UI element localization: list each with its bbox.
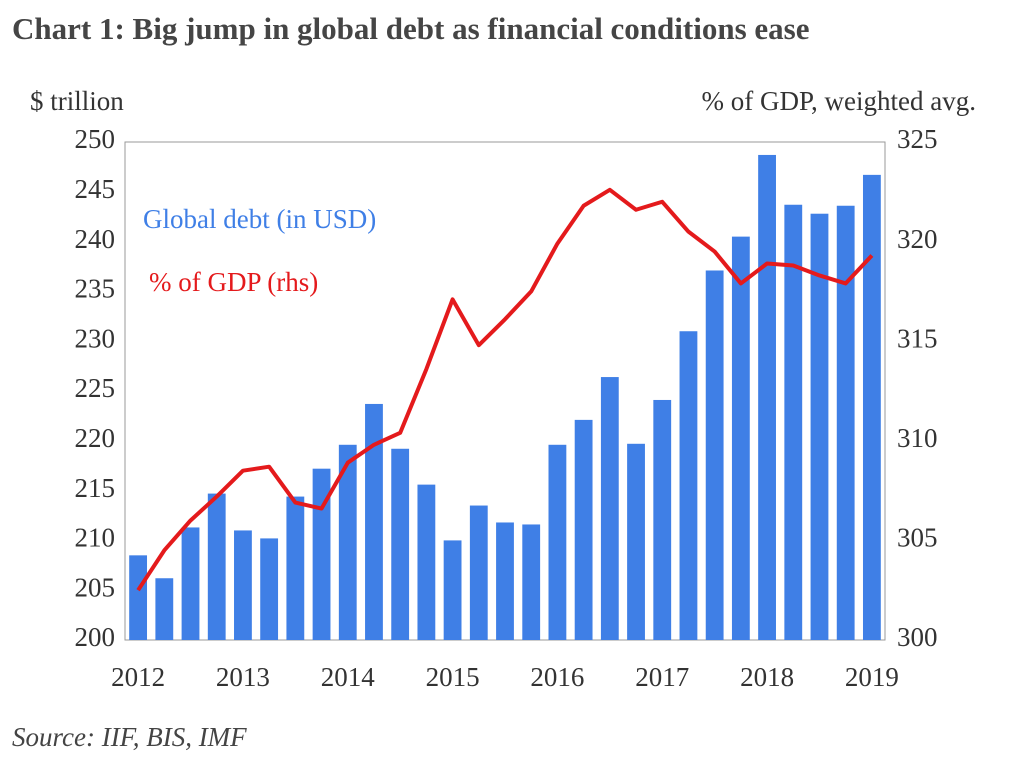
bar — [679, 331, 698, 640]
y-tick-label: 250 — [75, 124, 116, 154]
bar — [522, 524, 541, 640]
bar — [391, 448, 410, 640]
bar — [600, 377, 619, 640]
bar — [365, 403, 383, 640]
bar — [312, 468, 331, 640]
x-tick-label: 2017 — [635, 662, 689, 692]
x-tick-label: 2016 — [530, 662, 584, 692]
bar — [574, 419, 593, 640]
bar — [155, 578, 174, 640]
x-tick-label: 2012 — [111, 662, 165, 692]
y-tick-label: 200 — [75, 622, 116, 652]
y-tick-label: 215 — [75, 473, 116, 503]
y-tick-label: 235 — [75, 274, 116, 304]
bar — [705, 270, 724, 640]
bar — [862, 174, 881, 641]
x-tick-label: 2013 — [216, 662, 270, 692]
bar — [129, 555, 148, 640]
bar — [784, 204, 803, 641]
bar — [496, 522, 514, 640]
y-tick-label: 225 — [75, 373, 116, 403]
x-tick-label: 2015 — [426, 662, 480, 692]
y2-tick-label: 315 — [897, 323, 938, 353]
y-tick-label: 210 — [75, 523, 116, 553]
y2-axis-label: % of GDP, weighted avg. — [702, 86, 976, 116]
y-tick-label: 220 — [75, 423, 116, 453]
bar — [758, 154, 776, 640]
y2-tick-label: 310 — [897, 423, 938, 453]
bar — [417, 484, 436, 640]
x-tick-label: 2014 — [321, 662, 376, 692]
bar — [234, 530, 252, 640]
y-tick-label: 240 — [75, 224, 116, 254]
bar — [731, 236, 750, 640]
y-tick-label: 245 — [75, 174, 116, 204]
y2-tick-label: 325 — [897, 124, 938, 154]
line — [136, 187, 874, 592]
y-axis-label: $ trillion — [30, 86, 124, 116]
bar — [207, 493, 226, 640]
y-tick-label: 205 — [75, 572, 116, 602]
x-tick-label: 2019 — [845, 662, 899, 692]
bar — [653, 399, 672, 640]
bar — [836, 205, 855, 640]
bar — [443, 540, 462, 640]
x-tick-label: 2018 — [740, 662, 794, 692]
y2-tick-label: 305 — [897, 523, 938, 553]
bar — [548, 444, 567, 640]
bar — [627, 443, 645, 640]
chart-title: Chart 1: Big jump in global debt as fina… — [12, 11, 809, 46]
y-tick-label: 230 — [75, 323, 116, 353]
bar — [469, 505, 488, 640]
bar — [286, 496, 305, 640]
source: Source: IIF, BIS, IMF — [12, 722, 247, 752]
bar — [181, 527, 200, 640]
y2-tick-label: 300 — [897, 622, 938, 652]
bar — [260, 538, 279, 640]
y2-tick-label: 320 — [897, 224, 938, 254]
bar — [810, 213, 829, 640]
legend-label: Global debt (in USD) — [143, 204, 376, 234]
bar — [338, 444, 357, 640]
legend-label: % of GDP (rhs) — [149, 267, 318, 297]
